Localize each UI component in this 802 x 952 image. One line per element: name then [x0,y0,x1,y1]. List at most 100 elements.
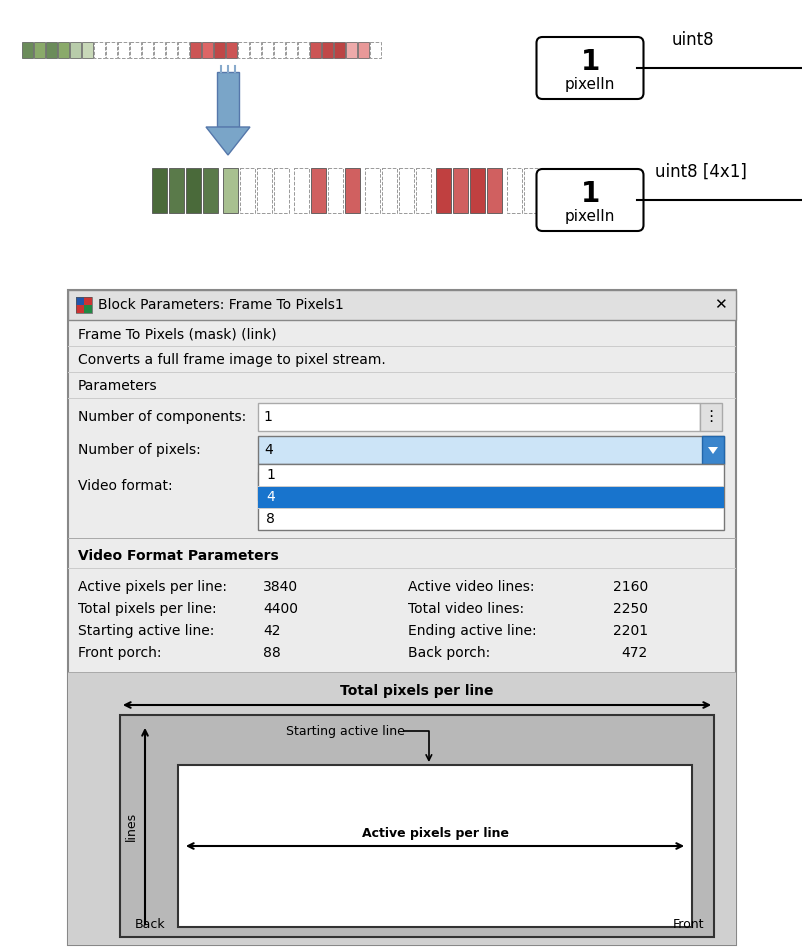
Text: 42: 42 [263,624,281,638]
Text: Front: Front [673,919,705,931]
Bar [240,168,255,213]
FancyBboxPatch shape [537,37,643,99]
Bar [274,168,289,213]
Bar [399,168,414,213]
Bar [68,398,736,399]
Bar [120,715,714,937]
Bar [258,464,724,530]
Bar [68,673,736,945]
Text: 2160: 2160 [613,580,648,594]
Text: 2201: 2201 [613,624,648,638]
Bar [169,168,184,213]
Bar [68,290,736,945]
Bar [334,42,345,58]
Text: 2250: 2250 [613,602,648,616]
Bar [130,42,141,58]
Bar [94,42,105,58]
Bar [68,372,736,373]
Text: 1: 1 [263,410,272,424]
Bar [328,168,343,213]
Bar [258,486,724,508]
Text: ✕: ✕ [714,297,727,312]
Bar [34,42,45,58]
Text: Back porch:: Back porch: [408,646,490,660]
Text: uint8: uint8 [672,31,715,49]
Bar [257,168,272,213]
Bar [294,168,309,213]
Bar [258,403,700,431]
Bar [470,168,485,213]
Text: lines: lines [124,811,137,841]
Bar [22,42,33,58]
Bar [68,568,736,569]
Bar [58,42,69,58]
Text: 4: 4 [266,490,275,504]
Bar [203,168,218,213]
Bar [238,42,249,58]
Text: 472: 472 [622,646,648,660]
Bar [382,168,397,213]
Bar [258,436,724,464]
Bar [118,42,129,58]
Bar [541,168,556,213]
Text: 1: 1 [266,468,275,482]
Bar [106,42,117,58]
Bar [142,42,153,58]
Text: Active pixels per line:: Active pixels per line: [78,580,227,594]
Text: pixelIn: pixelIn [565,208,615,224]
Bar [217,72,239,127]
Bar [68,538,736,539]
Bar [558,168,573,213]
Polygon shape [708,447,718,454]
Bar [250,42,261,58]
Text: 88: 88 [263,646,281,660]
Bar [507,168,522,213]
Bar [346,42,357,58]
Text: 4: 4 [264,443,273,457]
Bar [178,42,189,58]
Text: Starting active line:: Starting active line: [78,624,214,638]
Text: uint8 [4x1]: uint8 [4x1] [655,163,747,181]
Bar [84,297,92,305]
Text: Front porch:: Front porch: [78,646,161,660]
Text: 1: 1 [581,48,600,76]
Text: Total pixels per line:: Total pixels per line: [78,602,217,616]
Text: Ending active line:: Ending active line: [408,624,537,638]
Text: Total video lines:: Total video lines: [408,602,525,616]
Bar [178,765,692,927]
Bar [226,42,237,58]
Text: Converts a full frame image to pixel stream.: Converts a full frame image to pixel str… [78,353,386,367]
Text: Video Format Parameters: Video Format Parameters [78,549,279,563]
FancyBboxPatch shape [537,169,643,231]
Text: Parameters: Parameters [78,379,158,393]
Bar [186,168,201,213]
Text: Number of components:: Number of components: [78,410,246,424]
Text: Video format:: Video format: [78,479,172,493]
Bar [166,42,177,58]
Text: Active video lines:: Active video lines: [408,580,534,594]
Bar [76,297,84,305]
Bar [700,403,722,431]
Bar [190,42,201,58]
Bar [524,168,539,213]
Text: Frame To Pixels (mask) (link): Frame To Pixels (mask) (link) [78,327,277,341]
Bar [436,168,451,213]
Bar [322,42,333,58]
Bar [262,42,273,58]
Bar [84,305,92,313]
Bar [370,42,381,58]
Bar [46,42,57,58]
Bar [365,168,380,213]
Bar [152,168,167,213]
Bar [68,290,736,320]
Bar [416,168,431,213]
Bar [82,42,93,58]
Bar [202,42,213,58]
Polygon shape [206,127,250,155]
Text: Starting active line: Starting active line [286,724,405,738]
Bar [214,42,225,58]
Bar [258,508,724,509]
Text: 1: 1 [581,180,600,208]
Bar [154,42,165,58]
Text: 4400: 4400 [263,602,298,616]
